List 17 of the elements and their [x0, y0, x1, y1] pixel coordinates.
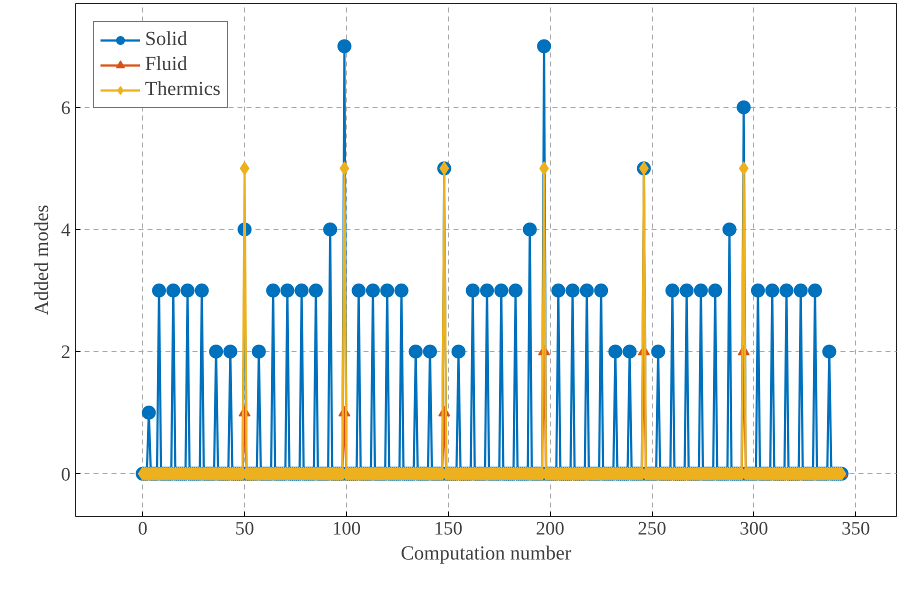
x-tick-label: 300	[740, 518, 768, 540]
x-tick-label: 350	[842, 518, 870, 540]
y-tick-label: 0	[61, 464, 70, 486]
x-axis-title: Computation number	[400, 542, 572, 564]
x-tick-label: 200	[536, 518, 564, 540]
legend-label: Solid	[145, 28, 188, 51]
y-tick-label: 2	[61, 342, 70, 364]
x-tick-label: 250	[638, 518, 666, 540]
x-tick-label: 50	[235, 518, 254, 540]
y-tick-label: 6	[61, 98, 70, 119]
y-tick-label: 4	[61, 220, 71, 241]
x-tick-label: 100	[332, 518, 361, 540]
legend-label: Thermics	[145, 78, 221, 101]
x-tick-label: 150	[434, 518, 463, 540]
x-tick-label: 0	[138, 518, 148, 540]
y-axis-title: Added modes	[31, 204, 53, 316]
legend-label: Fluid	[145, 53, 188, 76]
